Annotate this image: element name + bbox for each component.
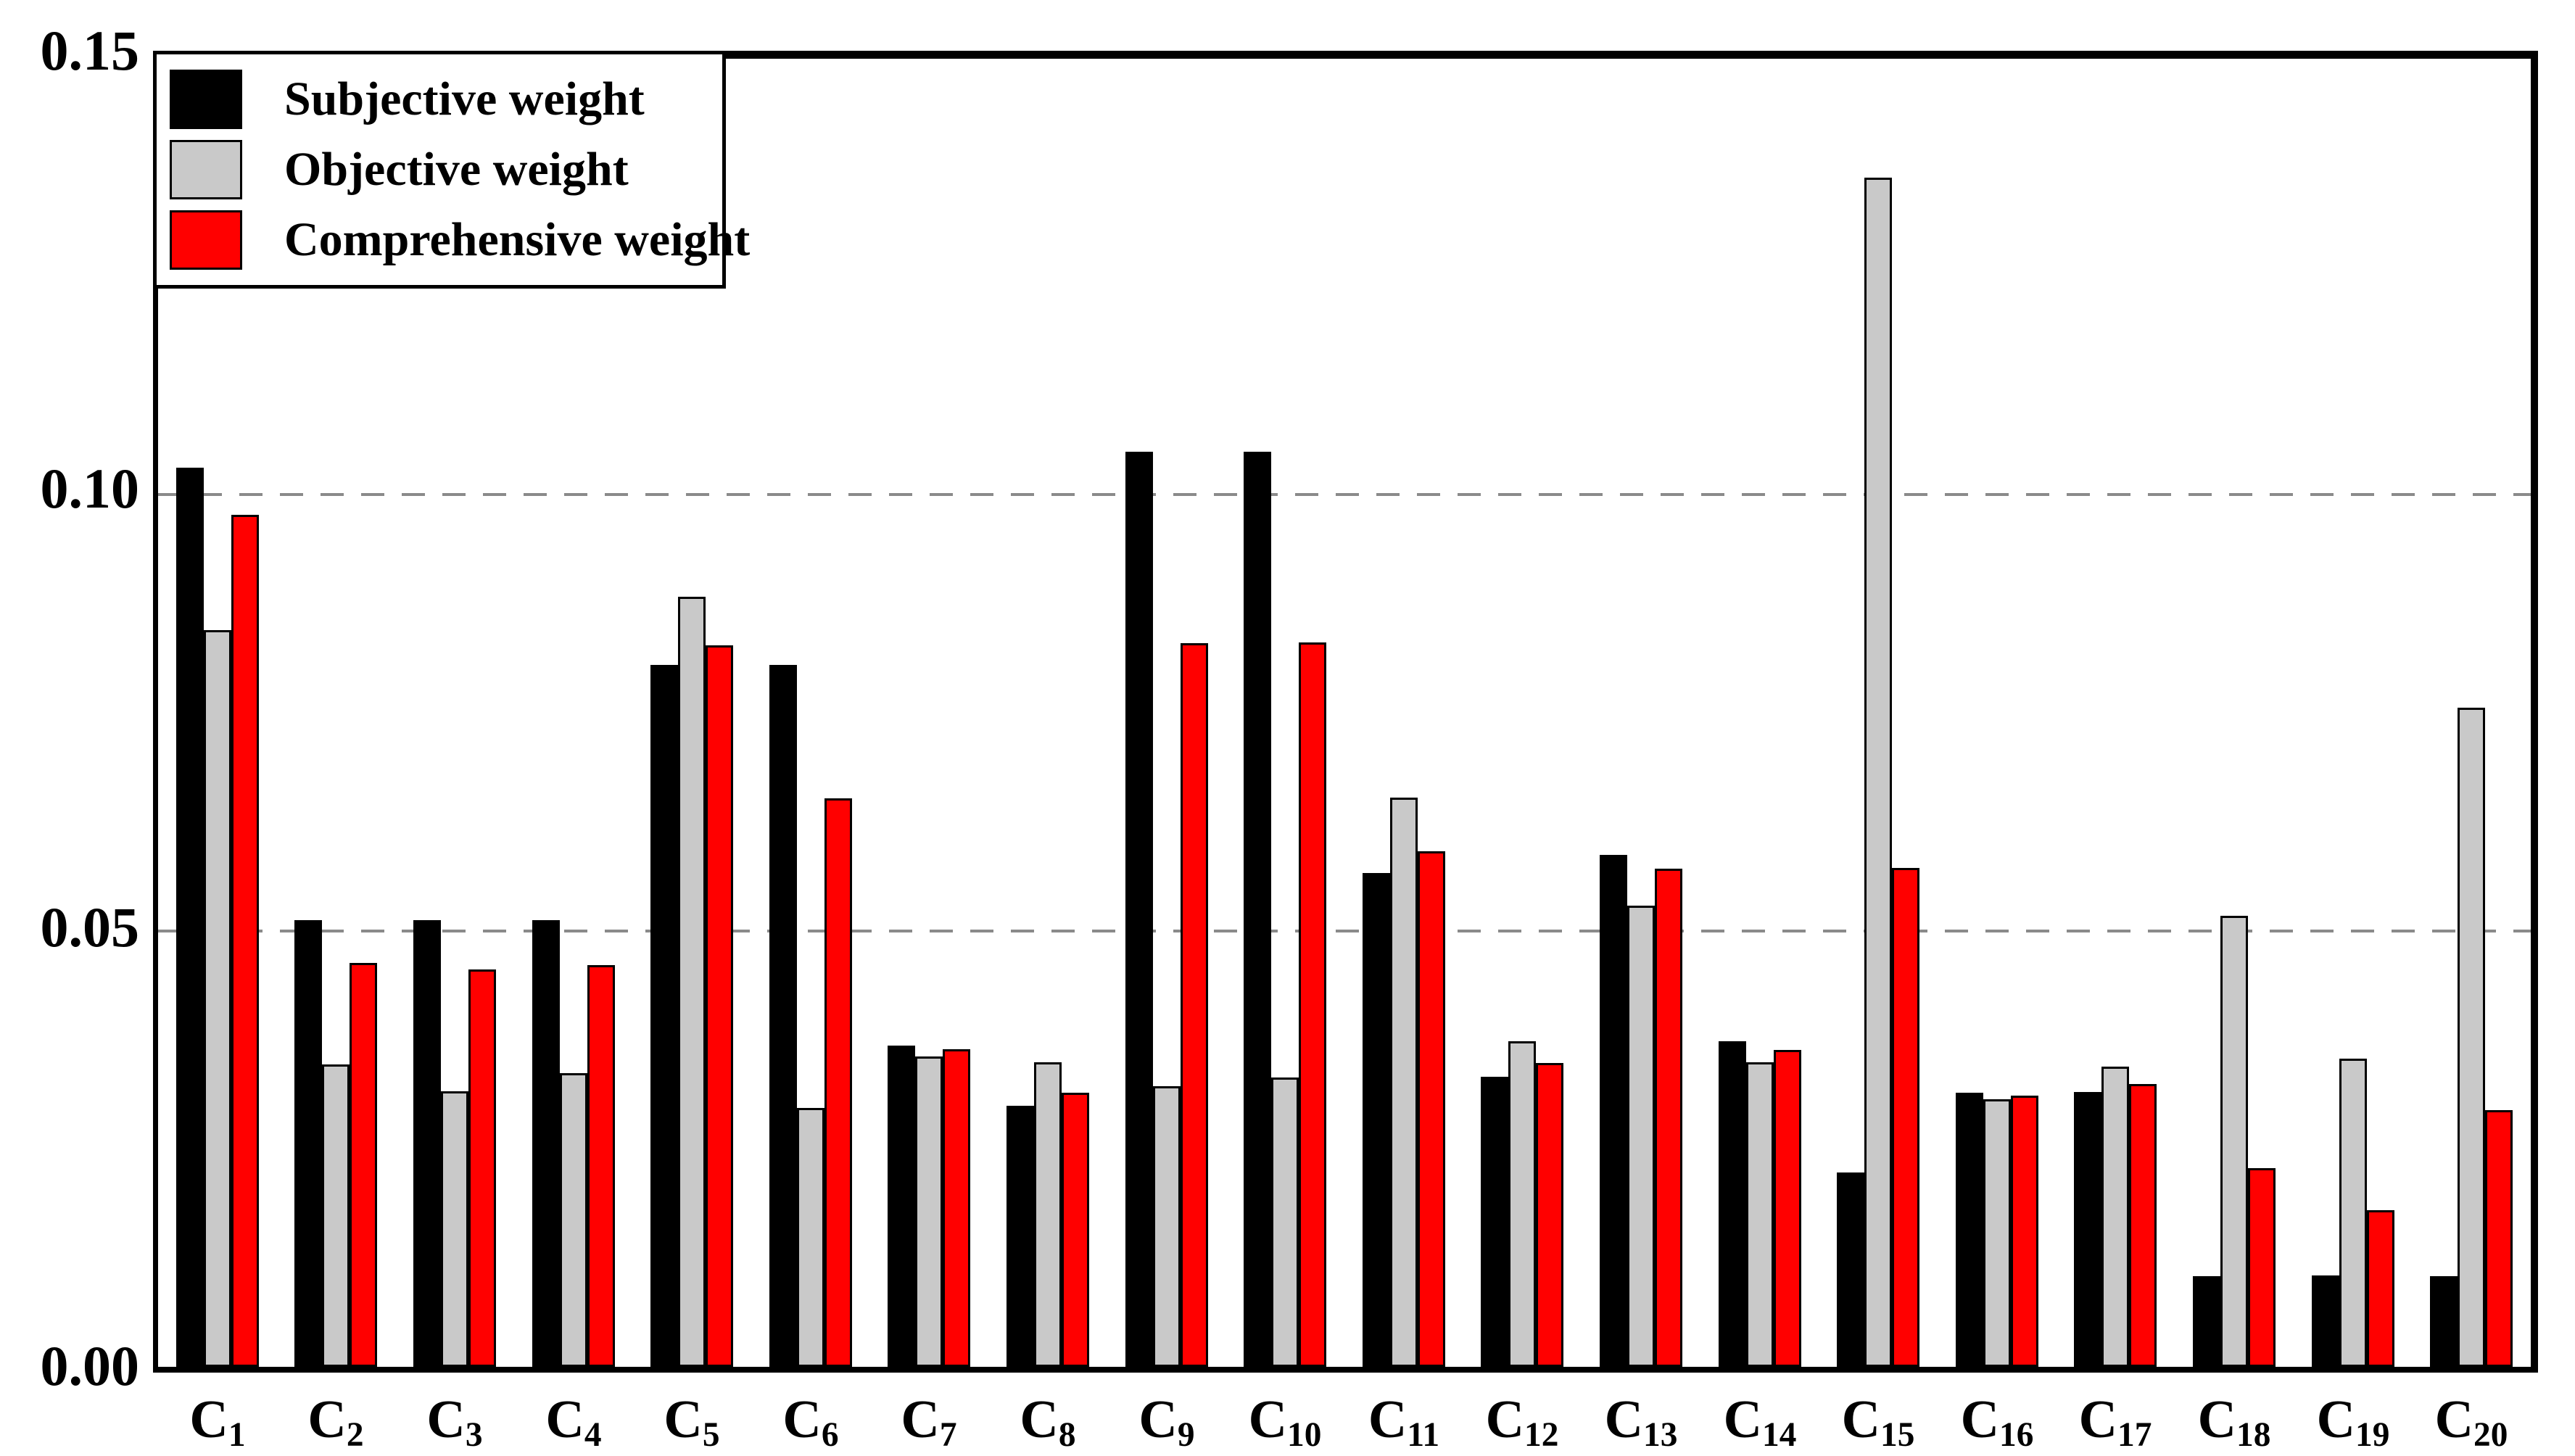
bar-objective-c14: [1745, 1062, 1774, 1367]
bar-objective-c19: [2339, 1059, 2367, 1367]
legend-swatch-comprehensive: [170, 210, 242, 270]
y-tick-label-0.00: 0.00: [40, 1334, 140, 1397]
bar-comprehensive-c20: [2485, 1110, 2513, 1367]
legend-swatch-objective: [170, 139, 242, 199]
plot-inner: [158, 59, 2531, 1367]
bar-subjective-c6: [769, 665, 797, 1367]
bar-comprehensive-c2: [350, 963, 378, 1367]
bar-objective-c11: [1389, 798, 1418, 1367]
x-tick-label-c15: C15: [1841, 1390, 1915, 1454]
legend-label-comprehensive: Comprehensive weight: [284, 212, 751, 266]
x-tick-label-c17: C17: [2078, 1390, 2152, 1454]
y-tick-label-0.10: 0.10: [40, 457, 140, 520]
plot-area: [153, 51, 2538, 1373]
x-tick-label-c9: C9: [1138, 1390, 1195, 1454]
bar-subjective-c1: [175, 468, 204, 1367]
bar-objective-c18: [2220, 916, 2248, 1367]
x-tick-label-c16: C16: [1960, 1390, 2034, 1454]
bar-subjective-c16: [1955, 1093, 1983, 1367]
bar-comprehensive-c12: [1536, 1063, 1564, 1367]
bar-comprehensive-c15: [1892, 868, 1920, 1367]
bar-comprehensive-c13: [1655, 869, 1682, 1367]
legend-row-subjective: Subjective weight: [170, 70, 722, 130]
bar-objective-c4: [559, 1073, 587, 1367]
bar-subjective-c17: [2074, 1092, 2102, 1367]
bar-comprehensive-c3: [468, 969, 496, 1367]
bar-objective-c3: [441, 1091, 468, 1367]
x-tick-label-c11: C11: [1368, 1390, 1440, 1454]
bar-subjective-c8: [1007, 1106, 1034, 1367]
bar-subjective-c9: [1125, 452, 1153, 1367]
bar-subjective-c12: [1481, 1077, 1509, 1367]
bar-comprehensive-c18: [2248, 1168, 2276, 1367]
x-tick-label-c10: C10: [1248, 1390, 1322, 1454]
bar-objective-c7: [915, 1056, 943, 1367]
legend-swatch-subjective: [170, 70, 242, 130]
x-tick-label-c3: C3: [426, 1390, 483, 1454]
x-tick-label-c1: C1: [189, 1390, 246, 1454]
bar-objective-c6: [796, 1108, 824, 1367]
bar-comprehensive-c16: [2010, 1096, 2038, 1367]
legend: Subjective weight Objective weight Compr…: [153, 51, 750, 289]
bar-objective-c16: [1983, 1099, 2011, 1367]
x-tick-label-c7: C7: [901, 1390, 957, 1454]
bar-objective-c1: [203, 630, 231, 1367]
y-tick-label-0.05: 0.05: [40, 895, 140, 959]
y-tick-label-0.15: 0.15: [40, 19, 140, 82]
x-tick-label-c5: C5: [664, 1390, 720, 1454]
bar-subjective-c3: [413, 920, 441, 1367]
x-tick-label-c18: C18: [2197, 1390, 2271, 1454]
bar-comprehensive-c11: [1417, 851, 1445, 1367]
bar-comprehensive-c14: [1773, 1050, 1801, 1367]
bar-subjective-c11: [1362, 873, 1390, 1367]
x-tick-label-c4: C4: [545, 1390, 602, 1454]
legend-label-objective: Objective weight: [284, 142, 629, 196]
bar-objective-c10: [1271, 1077, 1299, 1367]
bar-subjective-c5: [650, 665, 679, 1367]
bar-subjective-c14: [1718, 1041, 1746, 1367]
bar-comprehensive-c8: [1062, 1093, 1089, 1367]
gridline-0.1: [158, 493, 2531, 497]
bar-subjective-c7: [888, 1046, 916, 1367]
bar-subjective-c18: [2193, 1276, 2220, 1367]
legend-label-subjective: Subjective weight: [284, 73, 645, 126]
bar-objective-c20: [2458, 708, 2486, 1367]
bar-comprehensive-c5: [706, 645, 734, 1367]
bar-comprehensive-c4: [587, 965, 615, 1367]
bar-objective-c9: [1152, 1086, 1181, 1367]
bar-objective-c5: [678, 597, 706, 1367]
bar-subjective-c20: [2430, 1276, 2458, 1367]
bar-comprehensive-c1: [231, 515, 259, 1367]
bar-objective-c8: [1034, 1062, 1062, 1367]
x-tick-label-c12: C12: [1485, 1390, 1559, 1454]
bar-comprehensive-c9: [1180, 643, 1208, 1367]
gridline-0.05: [158, 929, 2531, 932]
bar-objective-c17: [2101, 1067, 2130, 1367]
bar-subjective-c10: [1244, 452, 1272, 1367]
legend-row-objective: Objective weight: [170, 139, 722, 199]
bar-objective-c13: [1627, 906, 1655, 1367]
bar-subjective-c15: [1837, 1172, 1865, 1367]
bar-objective-c15: [1864, 178, 1893, 1367]
legend-row-comprehensive: Comprehensive weight: [170, 210, 750, 270]
bar-comprehensive-c19: [2366, 1210, 2394, 1367]
x-tick-label-c6: C6: [782, 1390, 839, 1454]
bar-subjective-c19: [2311, 1275, 2339, 1367]
bar-comprehensive-c7: [943, 1049, 971, 1367]
x-tick-label-c13: C13: [1604, 1390, 1678, 1454]
bar-objective-c2: [322, 1064, 350, 1367]
bar-subjective-c4: [532, 920, 560, 1367]
bar-subjective-c13: [1600, 855, 1627, 1367]
x-tick-label-c2: C2: [307, 1390, 364, 1454]
bar-objective-c12: [1508, 1041, 1537, 1367]
x-tick-label-c8: C8: [1020, 1390, 1076, 1454]
bar-comprehensive-c6: [824, 798, 852, 1367]
bar-comprehensive-c10: [1299, 642, 1327, 1367]
bar-comprehensive-c17: [2129, 1084, 2157, 1367]
x-tick-label-c14: C14: [1723, 1390, 1797, 1454]
bar-subjective-c2: [294, 920, 323, 1367]
x-tick-label-c19: C19: [2316, 1390, 2390, 1454]
x-tick-label-c20: C20: [2434, 1390, 2508, 1454]
